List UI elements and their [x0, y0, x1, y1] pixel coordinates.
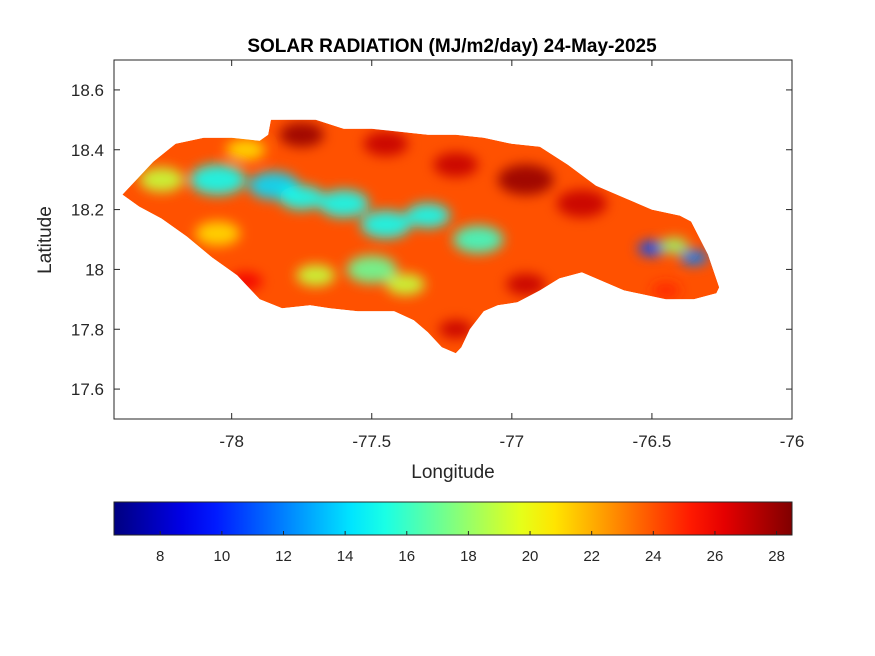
x-tick-label: -76.5 — [633, 432, 672, 451]
field-cell — [296, 264, 336, 287]
field-cell — [453, 225, 504, 254]
field-cell — [360, 210, 411, 239]
x-tick-label: -77 — [500, 432, 525, 451]
heatmap-field — [122, 119, 720, 354]
field-cell — [363, 131, 409, 157]
field-cell — [556, 189, 608, 218]
x-tick-label: -78 — [219, 432, 244, 451]
x-tick-label: -77.5 — [352, 432, 391, 451]
colorbar-tick-label: 12 — [275, 548, 292, 565]
field-cell — [660, 237, 689, 254]
colorbar: 8 10 12 14 16 18 20 22 24 26 28 — [113, 501, 793, 565]
y-tick-label: 17.8 — [71, 320, 104, 339]
x-tick-label: -76 — [780, 432, 805, 451]
colorbar-tick-label: 14 — [337, 548, 354, 565]
field-cell — [318, 189, 369, 218]
field-cell — [497, 164, 554, 196]
field-cell — [385, 273, 425, 296]
field-cell — [346, 255, 397, 284]
field-cell — [279, 122, 325, 148]
field-cell — [439, 320, 473, 339]
field-cell — [228, 272, 263, 291]
field-cell — [195, 221, 241, 246]
field-cell — [679, 249, 708, 266]
field-cell — [405, 203, 451, 228]
y-tick-label: 18.2 — [71, 201, 104, 220]
y-tick-label: 18 — [85, 260, 104, 279]
field-cell — [651, 282, 680, 299]
axes-box — [113, 59, 793, 420]
field-cell — [139, 167, 185, 192]
field-cell — [506, 273, 546, 296]
y-axis: 17.6 17.8 18 18.2 18.4 18.6 — [71, 81, 792, 399]
colorbar-tick-label: 8 — [156, 548, 164, 565]
colorbar-tick-label: 10 — [214, 548, 231, 565]
colorbar-tick-label: 24 — [645, 548, 662, 565]
x-axis-label: Longitude — [411, 462, 494, 483]
colorbar-tick-label: 22 — [583, 548, 600, 565]
colorbar-tick-label: 28 — [768, 548, 785, 565]
field-cell — [226, 139, 266, 161]
field-cell — [637, 240, 666, 257]
colorbar-tick-label: 20 — [522, 548, 539, 565]
colorbar-tick-label: 16 — [398, 548, 415, 565]
colorbar-tick-label: 26 — [707, 548, 724, 565]
colorbar-gradient — [113, 501, 793, 536]
field-cell — [189, 164, 246, 196]
colorbar-tick-label: 18 — [460, 548, 477, 565]
field-cell — [433, 152, 479, 177]
y-tick-label: 18.6 — [71, 81, 104, 100]
chart-title: SOLAR RADIATION (MJ/m2/day) 24-May-2025 — [247, 36, 657, 57]
field-cell — [279, 185, 325, 210]
y-tick-label: 18.4 — [71, 141, 104, 160]
x-axis: -78 -77.5 -77 -76.5 -76 — [219, 60, 804, 451]
y-tick-label: 17.6 — [71, 380, 104, 399]
y-axis-label: Latitude — [35, 206, 56, 274]
